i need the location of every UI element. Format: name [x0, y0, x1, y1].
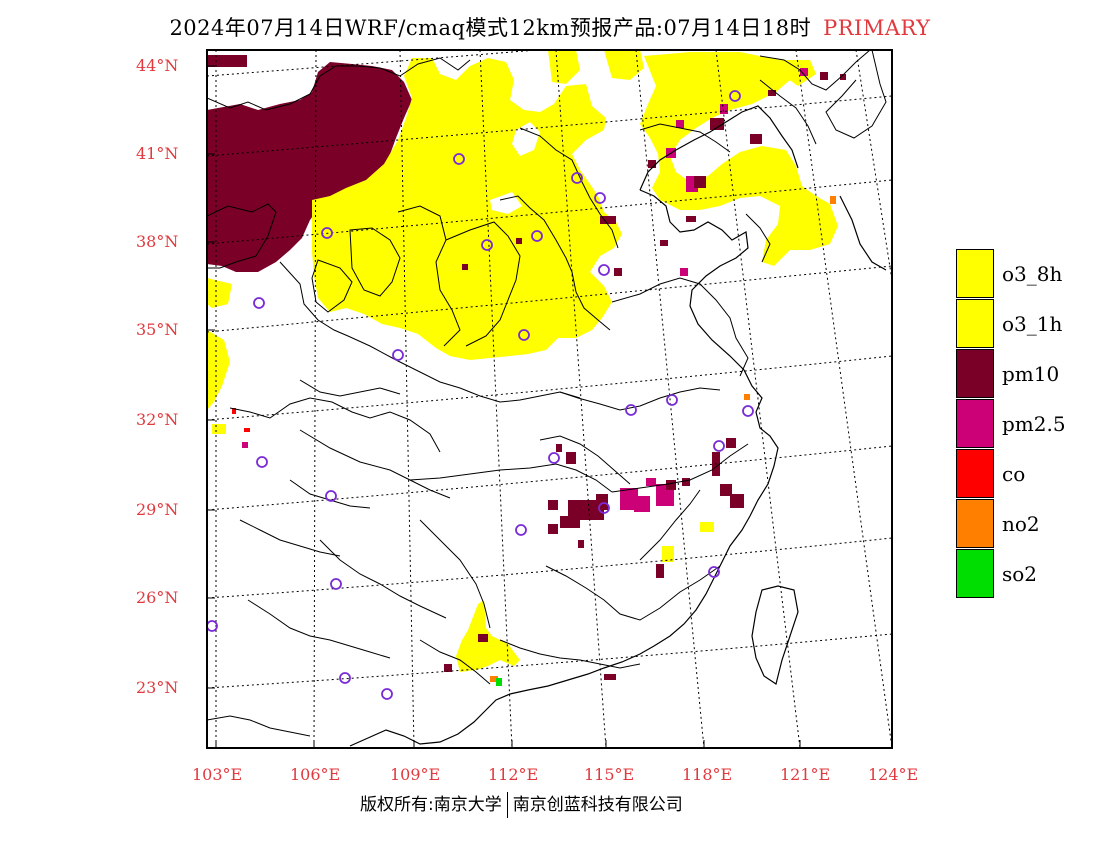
copyright-divider	[506, 792, 508, 818]
lat-label-44n: 44°N	[136, 56, 179, 75]
national-border	[207, 50, 887, 737]
legend-label: no2	[1002, 512, 1040, 536]
copyright-footer: 版权所有:南京大学 南京创蓝科技有限公司	[360, 790, 683, 818]
lat-label-38n: 38°N	[136, 232, 179, 251]
so2-spot	[496, 678, 502, 686]
station-markers	[207, 90, 754, 700]
legend-label: pm10	[1002, 362, 1060, 386]
legend-label: o3_8h	[1002, 262, 1063, 286]
lon-label-118e: 118°E	[682, 765, 733, 784]
pm10-region-east	[444, 72, 846, 680]
lon-label-106e: 106°E	[290, 765, 341, 784]
pm10-region-northwest	[207, 55, 412, 272]
legend-swatch	[956, 299, 994, 348]
legend-swatch	[956, 499, 994, 548]
legend-swatch	[956, 249, 994, 298]
lon-label-121e: 121°E	[780, 765, 831, 784]
lon-label-103e: 103°E	[192, 765, 243, 784]
lon-label-115e: 115°E	[584, 765, 635, 784]
lat-label-35n: 35°N	[136, 320, 179, 339]
ozone-region-northeast	[548, 50, 838, 266]
copyright-left: 版权所有:南京大学	[360, 795, 502, 815]
map-title: 2024年07月14日WRF/cmaq模式12km预报产品:07月14日18时 P…	[0, 12, 1100, 42]
legend-label: o3_1h	[1002, 312, 1063, 336]
lon-label-124e: 124°E	[868, 765, 919, 784]
legend-swatch	[956, 449, 994, 498]
lat-label-41n: 41°N	[136, 144, 179, 163]
map-frame	[206, 49, 893, 749]
legend-swatch	[956, 349, 994, 398]
axis-ticks	[207, 65, 801, 748]
ozone-region-southwest	[207, 278, 232, 434]
lat-label-32n: 32°N	[136, 410, 179, 429]
province-boundaries	[207, 79, 817, 685]
legend-swatch	[956, 399, 994, 448]
legend-swatch	[956, 549, 994, 598]
graticule	[207, 50, 892, 748]
title-tag: PRIMARY	[823, 16, 931, 40]
lat-label-23n: 23°N	[136, 678, 179, 697]
legend-label: pm2.5	[1002, 412, 1066, 436]
title-text: 2024年07月14日WRF/cmaq模式12km预报产品:07月14日18时	[169, 16, 812, 40]
lon-label-109e: 109°E	[390, 765, 441, 784]
lon-label-112e: 112°E	[488, 765, 539, 784]
no2-spots	[490, 196, 836, 682]
ozone-region-south	[456, 522, 714, 672]
coastline	[349, 105, 887, 747]
copyright-right: 南京创蓝科技有限公司	[512, 795, 683, 815]
legend-label: co	[1002, 462, 1026, 486]
lat-label-29n: 29°N	[136, 500, 179, 519]
legend-label: so2	[1002, 562, 1038, 586]
co-spots	[232, 408, 250, 432]
lat-label-26n: 26°N	[136, 588, 179, 607]
